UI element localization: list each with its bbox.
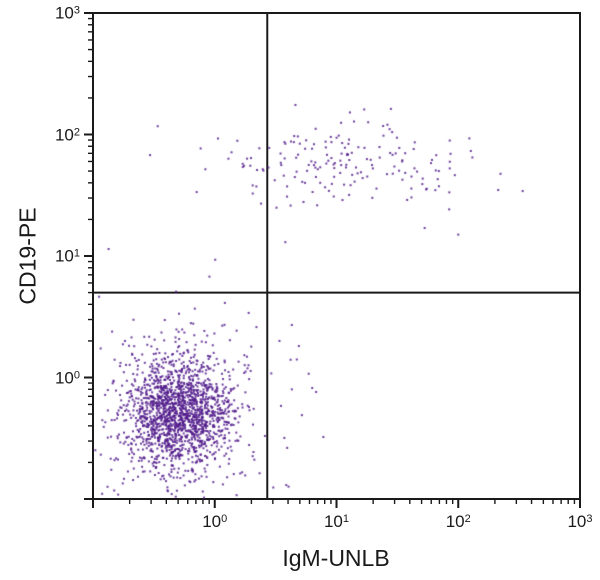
y-axis-title: CD19-PE: [14, 207, 41, 305]
x-axis-tick-label: 102: [445, 512, 471, 531]
x-axis-title: IgM-UNLB: [282, 545, 390, 571]
y-axis-tick-label: 101: [54, 246, 80, 266]
y-axis-tick-label: 100: [54, 368, 80, 387]
x-axis-tick-label: 101: [323, 512, 350, 531]
y-axis-tick-label: 103: [54, 3, 80, 23]
y-axis-tick-label: 102: [54, 125, 80, 144]
x-axis-tick-label: 103: [567, 512, 593, 531]
x-axis-tick-label: 100: [202, 512, 228, 531]
scatter-dots-canvas: [93, 13, 580, 499]
